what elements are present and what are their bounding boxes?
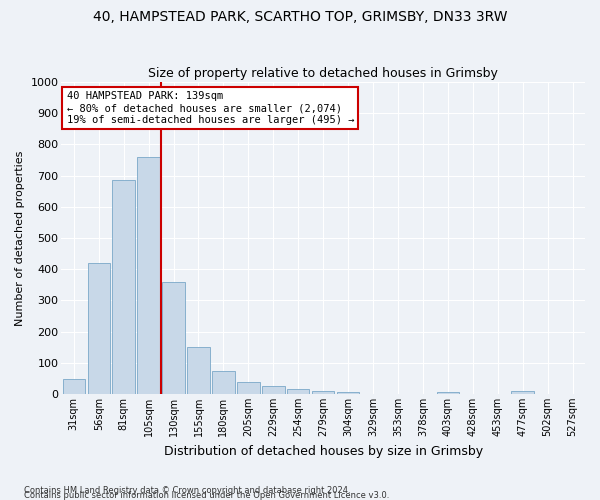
Text: Contains HM Land Registry data © Crown copyright and database right 2024.: Contains HM Land Registry data © Crown c… (24, 486, 350, 495)
Bar (187, 347, 210, 394)
Text: 40, HAMPSTEAD PARK, SCARTHO TOP, GRIMSBY, DN33 3RW: 40, HAMPSTEAD PARK, SCARTHO TOP, GRIMSBY… (93, 10, 507, 24)
Text: 40 HAMPSTEAD PARK: 139sqm
← 80% of detached houses are smaller (2,074)
19% of se: 40 HAMPSTEAD PARK: 139sqm ← 80% of detac… (67, 92, 354, 124)
Bar (163, 282, 185, 394)
Bar (337, 392, 359, 394)
Bar (511, 391, 534, 394)
Bar (212, 372, 235, 394)
Bar (437, 392, 459, 394)
Title: Size of property relative to detached houses in Grimsby: Size of property relative to detached ho… (148, 66, 498, 80)
Bar (137, 157, 160, 394)
Bar (287, 389, 310, 394)
Bar (237, 382, 260, 394)
Bar (262, 386, 284, 394)
Bar (88, 263, 110, 394)
X-axis label: Distribution of detached houses by size in Grimsby: Distribution of detached houses by size … (164, 444, 483, 458)
Bar (112, 180, 135, 394)
Bar (312, 391, 334, 394)
Bar (62, 379, 85, 394)
Y-axis label: Number of detached properties: Number of detached properties (15, 150, 25, 326)
Text: Contains public sector information licensed under the Open Government Licence v3: Contains public sector information licen… (24, 491, 389, 500)
